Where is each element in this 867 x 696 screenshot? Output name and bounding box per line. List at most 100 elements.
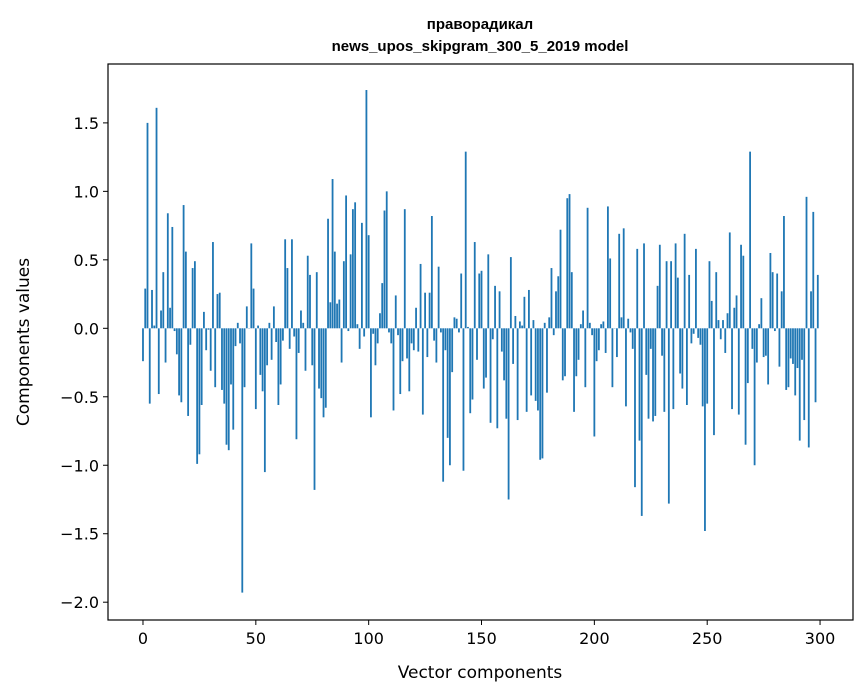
bar-component-66 — [291, 239, 293, 329]
bar-component-125 — [424, 292, 426, 329]
bar-component-225 — [649, 328, 652, 349]
y-tick-label: −2.0 — [60, 593, 99, 612]
bar-component-271 — [753, 328, 756, 466]
bar-component-6 — [155, 107, 158, 329]
bar-component-148 — [476, 328, 478, 360]
bar-component-53 — [261, 328, 264, 392]
bar-component-121 — [415, 307, 417, 329]
y-axis-label: Components values — [14, 258, 34, 426]
bar-component-50 — [254, 328, 257, 410]
bar-component-276 — [764, 328, 767, 356]
bar-component-39 — [230, 328, 232, 385]
bar-component-222 — [643, 243, 645, 329]
bar-component-154 — [489, 328, 492, 423]
bar-component-137 — [451, 328, 454, 373]
bar-component-264 — [737, 328, 740, 415]
bar-component-289 — [794, 328, 797, 396]
bar-component-176 — [539, 328, 542, 460]
bar-component-2 — [146, 122, 149, 329]
bar-component-27 — [203, 311, 205, 329]
bar-component-206 — [606, 206, 609, 329]
x-tick-label: 50 — [246, 629, 266, 648]
bar-component-201 — [595, 328, 598, 362]
bar-component-227 — [654, 328, 657, 416]
bar-component-262 — [733, 307, 736, 329]
bar-component-199 — [591, 328, 594, 336]
bar-component-193 — [577, 328, 580, 360]
bar-component-295 — [807, 328, 810, 448]
bar-component-22 — [191, 268, 194, 329]
bar-component-281 — [776, 273, 779, 329]
bar-component-42 — [236, 322, 239, 329]
bar-component-143 — [464, 151, 467, 329]
bar-component-203 — [600, 324, 603, 329]
bar-component-226 — [652, 328, 654, 422]
bar-component-99 — [365, 90, 368, 329]
bar-component-75 — [311, 328, 314, 366]
bar-component-270 — [751, 328, 754, 349]
bar-component-167 — [518, 321, 521, 329]
bar-component-38 — [227, 328, 230, 451]
bar-component-126 — [426, 328, 429, 358]
bar-component-151 — [482, 328, 485, 389]
bar-component-127 — [428, 292, 431, 329]
bar-component-284 — [783, 216, 785, 329]
bar-component-124 — [421, 328, 424, 415]
bar-component-134 — [444, 328, 447, 351]
bar-component-283 — [780, 291, 783, 329]
bar-component-54 — [263, 328, 266, 473]
bar-component-17 — [180, 328, 183, 403]
bar-component-15 — [175, 328, 178, 355]
bar-component-294 — [805, 196, 808, 329]
bar-component-9 — [162, 272, 165, 329]
bar-component-178 — [543, 322, 546, 329]
bar-component-132 — [439, 328, 442, 333]
bar-component-131 — [437, 266, 440, 329]
bar-component-216 — [629, 328, 632, 333]
bar-component-239 — [681, 328, 684, 389]
y-tick-label: −1.0 — [60, 456, 99, 475]
bar-component-73 — [306, 255, 309, 329]
bar-component-246 — [697, 328, 700, 338]
y-tick-label: −0.5 — [60, 388, 99, 407]
bar-component-231 — [663, 328, 666, 412]
bar-component-98 — [363, 328, 366, 337]
bar-component-114 — [399, 328, 402, 395]
bar-component-40 — [232, 328, 235, 430]
bar-component-25 — [198, 328, 201, 455]
bar-component-87 — [338, 299, 341, 329]
bar-component-177 — [541, 328, 544, 459]
bar-component-7 — [157, 328, 160, 395]
bar-component-82 — [327, 218, 329, 329]
bar-component-68 — [295, 328, 298, 440]
bar-component-230 — [661, 328, 663, 356]
bar-component-101 — [370, 328, 372, 418]
bar-component-173 — [532, 320, 535, 329]
bar-component-3 — [148, 328, 151, 404]
bar-component-186 — [561, 328, 564, 381]
bar-component-290 — [796, 328, 799, 369]
y-axis: −2.0 −1.5 −1.0 −0.5 0.0 0.5 1.0 1.5 — [60, 114, 108, 612]
bar-component-184 — [557, 276, 560, 329]
x-axis: 0 50 100 150 200 250 300 — [138, 620, 835, 648]
bar-component-214 — [625, 328, 627, 407]
bar-component-221 — [640, 328, 643, 516]
bar-component-103 — [374, 328, 377, 366]
bar-component-196 — [584, 328, 587, 388]
bar-component-130 — [435, 328, 438, 363]
bar-component-192 — [575, 328, 578, 377]
bar-component-150 — [480, 270, 483, 329]
bar-component-162 — [507, 328, 510, 500]
bar-component-204 — [602, 321, 605, 329]
bar-component-277 — [767, 328, 770, 385]
bar-component-35 — [221, 328, 223, 390]
bar-component-62 — [282, 328, 284, 341]
bar-component-158 — [498, 291, 501, 329]
bar-component-48 — [250, 243, 253, 329]
bar-component-32 — [214, 328, 217, 388]
bar-component-250 — [706, 328, 709, 404]
bar-component-10 — [164, 328, 167, 363]
bar-component-224 — [647, 328, 650, 419]
bar-component-291 — [798, 328, 801, 441]
